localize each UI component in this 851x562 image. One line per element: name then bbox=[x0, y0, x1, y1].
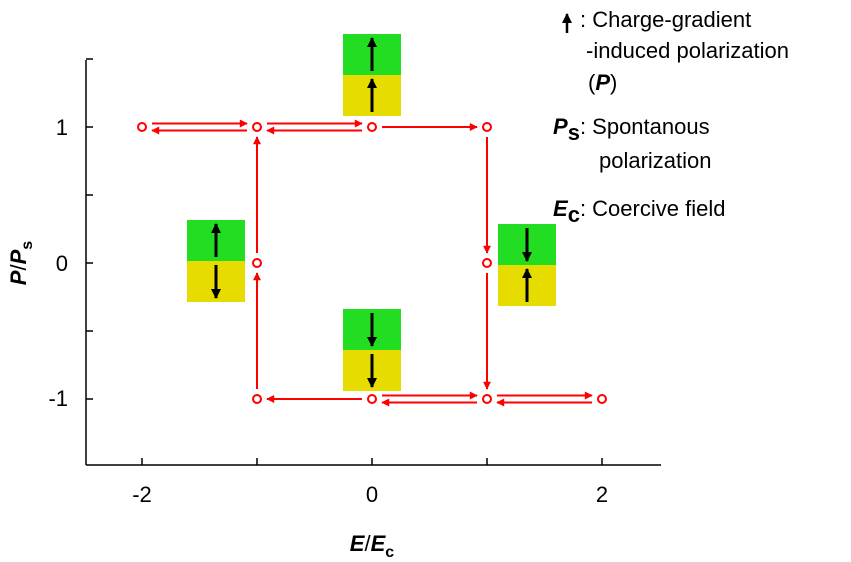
x-tick-label: -2 bbox=[132, 482, 152, 507]
y-tick-label: 0 bbox=[56, 251, 68, 276]
data-markers bbox=[137, 122, 607, 404]
y-axis-label: P/Ps bbox=[6, 241, 36, 286]
legend-item2-text: : Spontanous bbox=[580, 114, 710, 139]
data-point-marker bbox=[482, 394, 492, 404]
y-axis-label-subscript: s bbox=[19, 241, 36, 250]
y-tick-label: -1 bbox=[48, 386, 68, 411]
domain-inset bbox=[343, 34, 401, 116]
data-point-marker bbox=[367, 394, 377, 404]
transition-arrows bbox=[151, 119, 593, 407]
data-point-marker bbox=[137, 122, 147, 132]
legend-item2-symbol: P bbox=[553, 114, 568, 139]
legend-item3: Ec: Coercive field bbox=[553, 196, 725, 227]
y-tick-label: 1 bbox=[56, 115, 68, 140]
legend-item1-line3: (P) bbox=[588, 70, 617, 95]
legend-item1-close: ) bbox=[610, 70, 617, 95]
data-point-marker bbox=[482, 122, 492, 132]
legend-item2-line2: polarization bbox=[599, 148, 712, 173]
data-point-marker bbox=[252, 122, 262, 132]
domain-inset bbox=[187, 220, 245, 302]
data-point-marker bbox=[482, 258, 492, 268]
x-axis-label-slash: / bbox=[364, 531, 371, 556]
x-axis-label-denominator: E bbox=[371, 531, 387, 556]
data-point-marker bbox=[367, 122, 377, 132]
data-point-marker bbox=[252, 258, 262, 268]
y-axis-label-slash: / bbox=[6, 264, 31, 271]
legend-item1-symbol: P bbox=[595, 70, 610, 95]
legend-item1-open: ( bbox=[588, 70, 596, 95]
domain-insets bbox=[187, 34, 556, 391]
legend-item2-line1: Ps: Spontanous bbox=[553, 114, 710, 145]
x-axis-label: E/Ec bbox=[350, 531, 395, 561]
domain-inset bbox=[343, 309, 401, 391]
y-axis-label-denominator: P bbox=[6, 249, 31, 264]
legend-item3-text: : Coercive field bbox=[580, 196, 726, 221]
legend: : Charge-gradient -induced polarization … bbox=[553, 7, 789, 227]
axis-ticks bbox=[86, 58, 603, 465]
legend-item1-line2: -induced polarization bbox=[586, 38, 789, 63]
x-tick-label: 2 bbox=[596, 482, 608, 507]
legend-item1-line1: : Charge-gradient bbox=[580, 7, 751, 32]
x-tick-label: 0 bbox=[366, 482, 378, 507]
legend-item3-subscript: c bbox=[568, 202, 580, 227]
data-point-marker bbox=[252, 394, 262, 404]
legend-item2-subscript: s bbox=[568, 120, 580, 145]
legend-item3-symbol: E bbox=[553, 196, 569, 221]
data-point-marker bbox=[597, 394, 607, 404]
y-axis-label-main: P bbox=[6, 270, 31, 285]
domain-inset bbox=[498, 224, 556, 306]
x-axis-label-main: E bbox=[350, 531, 366, 556]
x-axis-label-subscript: c bbox=[385, 544, 394, 561]
